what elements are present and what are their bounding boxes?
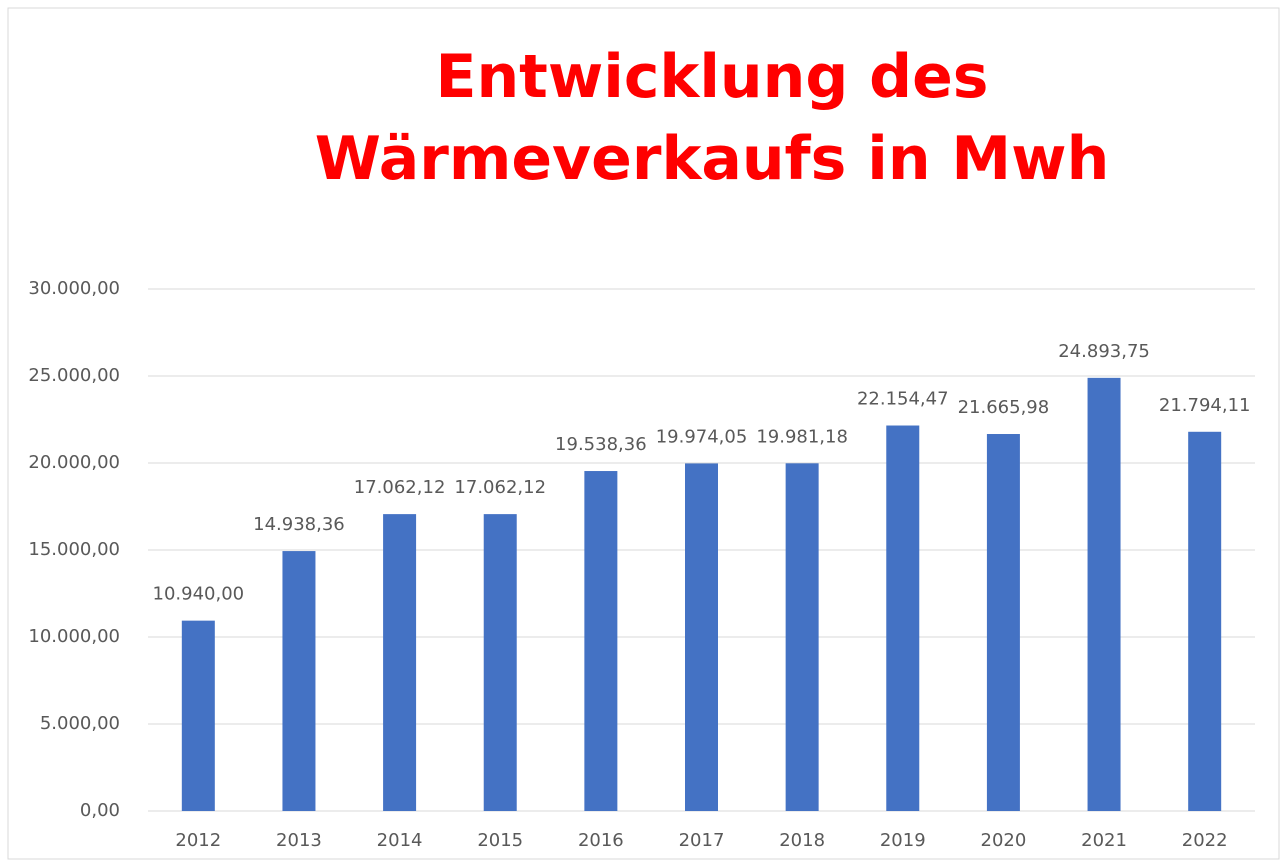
- x-tick-label: 2017: [679, 830, 725, 851]
- y-tick-label: 10.000,00: [28, 626, 120, 647]
- data-label: 21.794,11: [1159, 395, 1251, 416]
- x-tick-label: 2022: [1182, 830, 1228, 851]
- y-tick-label: 25.000,00: [28, 365, 120, 386]
- x-tick-label: 2020: [981, 830, 1027, 851]
- data-label: 14.938,36: [253, 514, 345, 535]
- data-label: 19.981,18: [756, 426, 848, 447]
- bar: [986, 434, 1020, 811]
- bar: [584, 471, 618, 811]
- bar: [1087, 377, 1121, 811]
- y-tick-label: 5.000,00: [40, 713, 120, 734]
- bar: [383, 514, 417, 811]
- x-tick-label: 2014: [377, 830, 423, 851]
- x-tick-label: 2018: [779, 830, 825, 851]
- bar: [685, 463, 718, 811]
- data-label: 22.154,47: [857, 389, 949, 410]
- y-tick-label: 15.000,00: [28, 539, 120, 560]
- y-tick-label: 30.000,00: [28, 278, 120, 299]
- data-label: 19.974,05: [656, 426, 748, 447]
- data-label: 10.940,00: [153, 584, 245, 605]
- bar: [1188, 431, 1222, 811]
- y-tick-label: 0,00: [80, 800, 120, 821]
- data-label: 24.893,75: [1058, 341, 1150, 362]
- x-tick-label: 2015: [477, 830, 523, 851]
- data-label: 21.665,98: [958, 397, 1050, 418]
- x-tick-label: 2021: [1081, 830, 1127, 851]
- x-tick-label: 2016: [578, 830, 624, 851]
- x-tick-label: 2012: [175, 830, 221, 851]
- bar: [785, 463, 819, 811]
- chart-title: Entwicklung des Wärmeverkaufs in Mwh: [314, 42, 1110, 194]
- bar: [483, 514, 517, 811]
- y-tick-label: 20.000,00: [28, 452, 120, 473]
- data-label: 17.062,12: [454, 477, 546, 498]
- data-label: 17.062,12: [354, 477, 446, 498]
- bar: [181, 620, 215, 811]
- bar: [886, 425, 920, 811]
- x-tick-label: 2013: [276, 830, 322, 851]
- bar: [282, 551, 316, 811]
- data-label: 19.538,36: [555, 434, 647, 455]
- chart-frame: [7, 7, 1280, 860]
- x-tick-label: 2019: [880, 830, 926, 851]
